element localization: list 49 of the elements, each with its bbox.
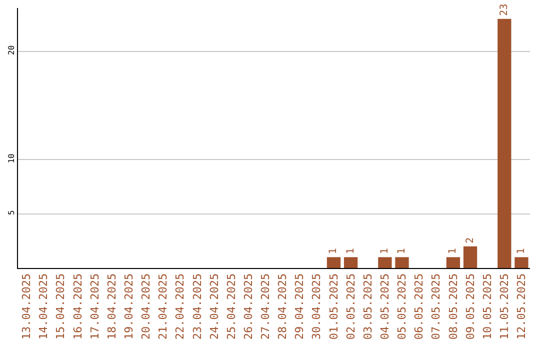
bar xyxy=(344,257,358,268)
x-tick-label: 04.05.2025 xyxy=(378,273,392,340)
data-label: 1 xyxy=(396,248,408,254)
x-tick-label: 09.05.2025 xyxy=(464,273,477,340)
x-tick-label: 15.04.2025 xyxy=(54,273,68,340)
y-tick-label: 20 xyxy=(6,45,16,55)
data-label: 1 xyxy=(345,248,356,254)
x-tick-label: 02.05.2025 xyxy=(344,273,358,340)
x-tick-label: 20.04.2025 xyxy=(140,273,153,340)
x-tick-label: 24.04.2025 xyxy=(208,273,221,340)
y-tick-label: 10 xyxy=(6,153,16,164)
x-tick-label: 30.04.2025 xyxy=(310,273,324,340)
x-tick-label: 01.05.2025 xyxy=(327,273,340,340)
bar xyxy=(446,257,460,268)
x-tick-label: 10.05.2025 xyxy=(480,273,494,340)
x-tick-label: 23.04.2025 xyxy=(190,273,204,340)
x-tick-label: 29.04.2025 xyxy=(293,273,306,340)
x-tick-label: 25.04.2025 xyxy=(224,273,238,340)
x-tick-label: 13.04.2025 xyxy=(20,273,34,340)
data-label: 1 xyxy=(516,248,527,254)
bar xyxy=(326,257,341,268)
x-tick-label: 11.05.2025 xyxy=(498,273,511,340)
x-tick-label: 27.04.2025 xyxy=(259,273,272,340)
bar xyxy=(395,257,409,268)
x-tick-label: 14.04.2025 xyxy=(37,273,50,340)
x-tick-label: 03.05.2025 xyxy=(361,273,374,340)
data-label: 1 xyxy=(448,248,459,254)
x-tick-label: 19.04.2025 xyxy=(122,273,136,340)
x-tick-label: 16.04.2025 xyxy=(71,273,84,340)
x-tick-label: 05.05.2025 xyxy=(396,273,409,340)
x-tick-label: 22.04.2025 xyxy=(174,273,187,340)
bar xyxy=(514,257,528,268)
data-label: 1 xyxy=(328,248,340,254)
data-label: 23 xyxy=(498,4,510,16)
data-label: 2 xyxy=(464,237,476,244)
bar xyxy=(463,246,478,268)
bar xyxy=(378,257,392,268)
bar xyxy=(498,18,512,268)
x-tick-label: 18.04.2025 xyxy=(105,273,118,340)
x-tick-label: 26.04.2025 xyxy=(242,273,255,340)
x-tick-label: 12.05.2025 xyxy=(515,273,528,340)
x-tick-label: 08.05.2025 xyxy=(446,273,460,340)
x-tick-label: 07.05.2025 xyxy=(430,273,443,340)
y-tick-label: 5 xyxy=(6,210,16,216)
x-tick-label: 28.04.2025 xyxy=(276,273,290,340)
data-label: 1 xyxy=(379,248,390,254)
x-tick-label: 06.05.2025 xyxy=(412,273,426,340)
x-tick-label: 21.04.2025 xyxy=(156,273,170,340)
x-tick-label: 17.04.2025 xyxy=(88,273,102,340)
